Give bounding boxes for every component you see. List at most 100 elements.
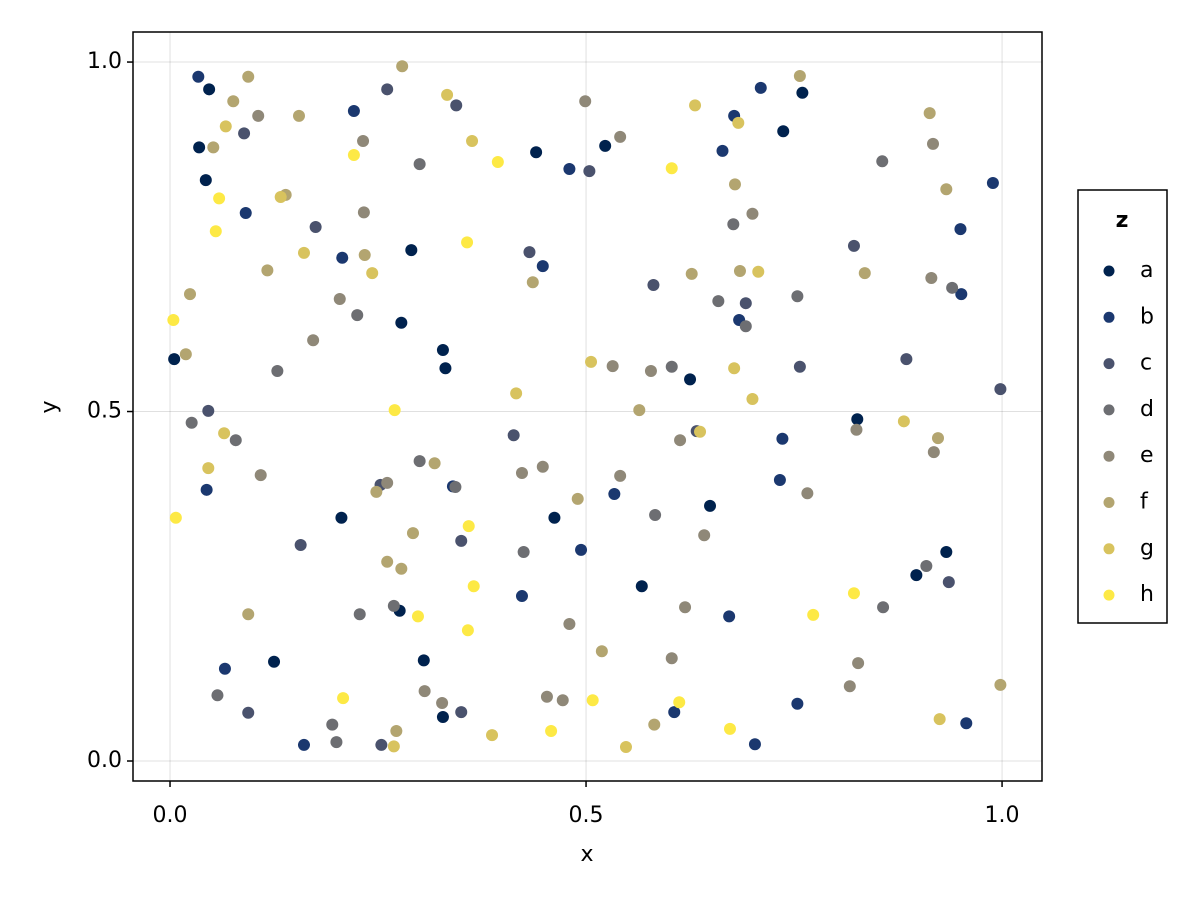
point [923, 107, 936, 120]
point [219, 120, 232, 133]
legend-label: a [1140, 258, 1153, 283]
point [203, 83, 216, 96]
point [347, 104, 360, 117]
point [665, 652, 678, 665]
point [436, 696, 449, 709]
point [330, 736, 343, 749]
point [668, 706, 681, 719]
point [337, 692, 350, 705]
point [739, 320, 752, 333]
point [748, 738, 761, 751]
point [467, 580, 480, 593]
point [252, 109, 265, 122]
point [679, 601, 692, 614]
point [462, 520, 475, 533]
points [167, 60, 1007, 754]
legend-marker [1103, 589, 1115, 601]
point [536, 260, 549, 273]
point [347, 149, 360, 162]
point [739, 297, 752, 310]
point [405, 244, 418, 257]
y-axis-label: y [37, 400, 62, 413]
point [728, 362, 741, 375]
legend-marker [1103, 404, 1115, 416]
y-tick-label: 0.0 [87, 748, 122, 773]
point [674, 434, 687, 447]
legend-label: f [1140, 490, 1149, 515]
point [877, 601, 890, 614]
point [723, 610, 736, 623]
point [773, 474, 786, 487]
point [366, 267, 379, 280]
point [754, 81, 767, 94]
point [185, 416, 198, 429]
point [199, 174, 212, 187]
point [436, 344, 449, 357]
point [417, 654, 430, 667]
point [530, 146, 543, 159]
point [712, 295, 725, 308]
point [449, 481, 462, 494]
point [254, 469, 267, 482]
point [925, 272, 938, 285]
point [619, 741, 632, 754]
point [536, 460, 549, 473]
point [395, 562, 408, 575]
point [507, 429, 520, 442]
point [370, 485, 383, 498]
point [357, 206, 370, 219]
point [954, 223, 967, 236]
point [517, 546, 530, 559]
point [635, 580, 648, 593]
point [213, 192, 226, 205]
point [268, 655, 281, 668]
point [776, 432, 789, 445]
point [540, 690, 553, 703]
point [960, 717, 973, 730]
y-tick-label: 1.0 [87, 49, 122, 74]
point [940, 546, 953, 559]
point [876, 155, 889, 168]
point [336, 251, 349, 264]
point [614, 130, 627, 143]
point [746, 207, 759, 220]
point [648, 718, 661, 731]
point [847, 587, 860, 600]
point [852, 657, 865, 670]
point [704, 499, 717, 512]
plot-frame [132, 31, 1043, 782]
point [752, 265, 765, 278]
point [418, 685, 431, 698]
point [358, 248, 371, 261]
point [292, 109, 305, 122]
point [351, 309, 364, 322]
point [466, 135, 479, 148]
point [396, 60, 409, 73]
point [523, 246, 536, 259]
point [209, 225, 222, 238]
point [307, 334, 320, 347]
x-tick-label: 0.5 [569, 803, 604, 828]
point [239, 207, 252, 220]
legend-label: c [1140, 351, 1152, 376]
point [274, 190, 287, 203]
legend-marker [1103, 543, 1115, 555]
point [353, 608, 366, 621]
point [563, 618, 576, 631]
point [732, 116, 745, 129]
point [807, 608, 820, 621]
point [689, 99, 702, 112]
point [563, 162, 576, 175]
point [910, 569, 923, 582]
point [927, 137, 940, 150]
legend-label: e [1140, 443, 1154, 468]
point [238, 127, 251, 140]
point [900, 353, 913, 366]
legend-marker [1103, 497, 1115, 508]
point [411, 610, 424, 623]
point [733, 265, 746, 278]
point [933, 713, 946, 726]
point [202, 462, 215, 475]
point [515, 590, 528, 603]
point [791, 290, 804, 303]
